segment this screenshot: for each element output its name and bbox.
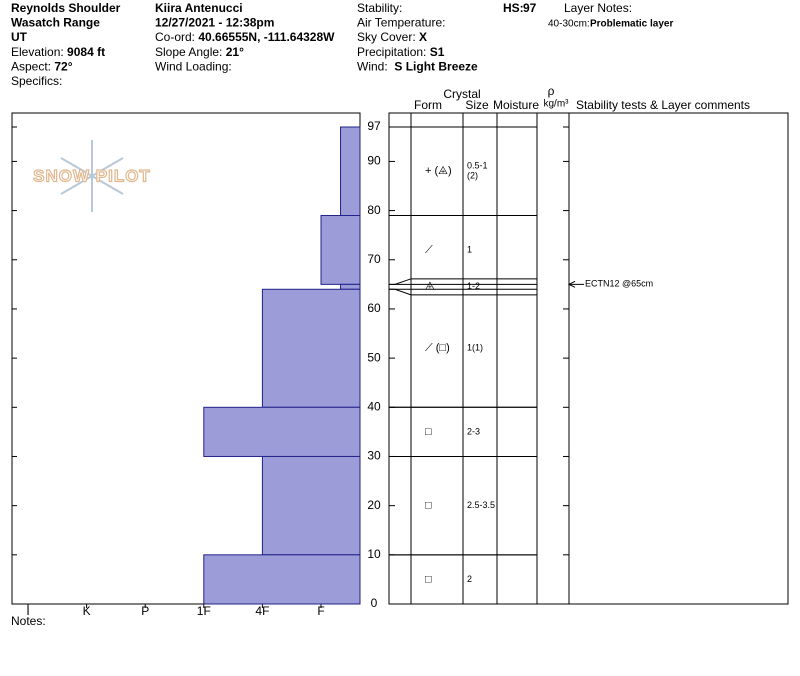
field-label: Co-ord: [155,30,195,44]
column-header: ρ [548,84,555,98]
hardness-label: 4F [255,604,269,618]
header-field: 12/27/2021 - 12:38pm [155,16,274,30]
field-value: 72° [54,60,72,74]
header-field: Reynolds Shoulder [11,1,121,15]
field-label: Wind Loading: [155,60,232,74]
hardness-bar [203,406,361,457]
grain-size: 1 [467,244,472,254]
hardness-label: P [141,604,149,618]
field-label: 12/27/2021 - 12:38pm [155,16,274,30]
header-field: Specifics: [11,74,62,88]
depth-label: 40 [367,399,381,413]
grain-size: 2 [467,574,472,584]
field-value: S Light Breeze [391,60,478,74]
grain-size: 0.5-1 [467,161,488,171]
layer-notes-title: Layer Notes: [564,1,632,15]
layer-note-text: Problematic layer [590,19,673,30]
logo-text: SNOW PILOT [33,166,151,185]
field-label: Stability: [357,1,402,15]
depth-label: 60 [367,301,381,315]
column-header: Stability tests & Layer comments [576,98,750,112]
depth-label: 20 [367,498,381,512]
field-label: UT [11,30,28,44]
hardness-label: F [317,604,324,618]
hardness-label: 1F [197,604,211,618]
layer-note-range: 40-30cm: [548,19,590,30]
grain-size: 1(1) [467,343,483,353]
depth-label: 30 [367,449,381,463]
column-header: Form [414,98,442,112]
field-label: Kiira Antenucci [155,1,243,15]
depth-label: 97 [367,119,381,133]
field-label: Reynolds Shoulder [11,1,121,15]
notes-label: Notes: [11,614,46,628]
grain-form: + (⨹) [425,165,452,177]
hardness-bar [340,126,361,217]
header-field: Slope Angle: 21° [155,45,244,59]
grain-form: □ [425,573,432,585]
field-label: Wind: [357,60,388,74]
header-field: Aspect: 72° [11,60,73,74]
hardness-bar [261,455,361,556]
grain-form: □ [425,426,432,438]
depth-label: 10 [367,547,381,561]
field-value: 21° [226,45,244,59]
field-label: Sky Cover: [357,30,416,44]
grain-size: 1-2 [467,281,480,291]
header-field: Wasatch Range [11,16,100,30]
hardness-bar [320,215,361,285]
hardness-bar [340,283,361,290]
depth-label: 50 [367,350,381,364]
column-header: Size [465,98,489,112]
hardness-label: I [26,604,29,618]
grain-form: □ [425,500,432,512]
field-label: Specifics: [11,74,62,88]
depth-label: 90 [367,154,381,168]
flake [60,157,124,195]
grain-form: ⨹ [425,281,435,293]
hs-value: 97 [523,1,537,15]
field-value: X [419,30,427,44]
field-value: S1 [430,45,445,59]
header-field: Wind: S Light Breeze [357,60,478,74]
grain-form: ⟋ [425,244,433,256]
header-field: UT [11,30,28,44]
hardness-label: K [83,604,91,618]
field-label: Aspect: [11,60,51,74]
header-field: Air Temperature: [357,16,445,30]
depth-label: 0 [371,596,378,610]
column-header: Moisture [493,98,539,112]
field-label: Elevation: [11,45,64,59]
column-header: kg/m³ [544,99,570,110]
field-label: Precipitation: [357,45,426,59]
grain-size: 2.5-3.5 [467,500,495,510]
field-label: Air Temperature: [357,16,445,30]
grain-form: ⟋ (□) [425,342,450,354]
header-field: Co-ord: 40.66555N, -111.64328W [155,30,335,44]
grain-size: 2-3 [467,426,480,436]
depth-label: 70 [367,252,381,266]
field-label: Slope Angle: [155,45,222,59]
field-value: 40.66555N, -111.64328W [198,30,335,44]
field-value: 9084 ft [67,45,105,59]
header-field: Precipitation: S1 [357,45,445,59]
hs-label: HS: [503,1,524,15]
depth-label: 80 [367,203,381,217]
header-field: Sky Cover: X [357,30,427,44]
layer-boundary [389,278,537,285]
column-header: Crystal [443,87,480,101]
grain-size: (2) [467,171,478,181]
field-label: Wasatch Range [11,16,100,30]
header-field: Wind Loading: [155,60,232,74]
hardness-bar [203,554,361,605]
hardness-bar [261,288,361,408]
header-field: Kiira Antenucci [155,1,243,15]
test-label: ECTN12 @65cm [585,279,653,289]
logo [60,140,124,212]
header-field: Elevation: 9084 ft [11,45,105,59]
header-field: Stability: [357,1,402,15]
arrow-head [567,280,576,288]
